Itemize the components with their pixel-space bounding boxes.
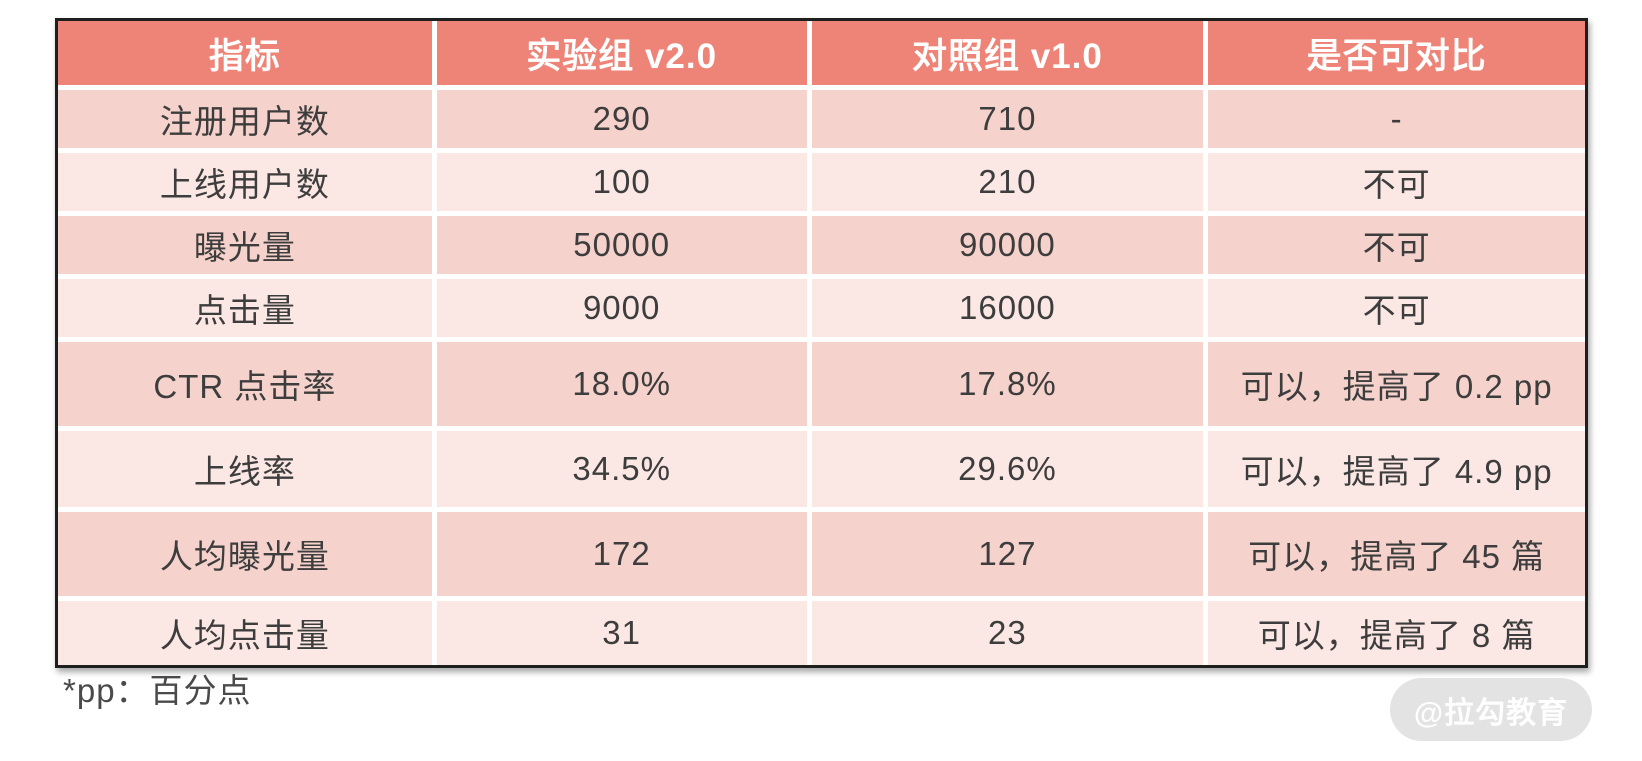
- cell-control: 127: [811, 512, 1204, 596]
- cell-experiment: 9000: [436, 279, 807, 337]
- cell-control: 29.6%: [811, 431, 1204, 507]
- cell-experiment: 172: [436, 512, 807, 596]
- cell-comparable: 不可: [1208, 153, 1585, 211]
- cell-comparable: 不可: [1208, 216, 1585, 274]
- cell-metric: 曝光量: [58, 216, 432, 274]
- column-header-comparable: 是否可对比: [1208, 21, 1585, 85]
- cell-control: 17.8%: [811, 342, 1204, 426]
- pp-footnote: *pp：百分点: [63, 672, 252, 709]
- cell-comparable: 可以，提高了 45 篇: [1208, 512, 1585, 596]
- cell-comparable: 可以，提高了 8 篇: [1208, 601, 1585, 665]
- watermark-label: @拉勾教育: [1413, 696, 1569, 730]
- cell-experiment: 18.0%: [436, 342, 807, 426]
- cell-metric: 注册用户数: [58, 90, 432, 148]
- cell-comparable: 可以，提高了 4.9 pp: [1208, 431, 1585, 507]
- cell-comparable: 可以，提高了 0.2 pp: [1208, 342, 1585, 426]
- cell-experiment: 31: [436, 601, 807, 665]
- cell-comparable: 不可: [1208, 279, 1585, 337]
- cell-experiment: 34.5%: [436, 431, 807, 507]
- column-header-experiment: 实验组 v2.0: [436, 21, 807, 85]
- cell-control: 210: [811, 153, 1204, 211]
- watermark-badge: @拉勾教育: [1390, 678, 1592, 741]
- column-header-control: 对照组 v1.0: [811, 21, 1204, 85]
- cell-metric: 人均点击量: [58, 601, 432, 665]
- cell-metric: 人均曝光量: [58, 512, 432, 596]
- cell-control: 90000: [811, 216, 1204, 274]
- ab-test-comparison-table: 指标 实验组 v2.0 对照组 v1.0 是否可对比 注册用户数 290 710…: [55, 18, 1588, 668]
- cell-comparable: -: [1208, 90, 1585, 148]
- cell-metric: CTR 点击率: [58, 342, 432, 426]
- cell-experiment: 100: [436, 153, 807, 211]
- cell-control: 16000: [811, 279, 1204, 337]
- cell-metric: 点击量: [58, 279, 432, 337]
- cell-control: 23: [811, 601, 1204, 665]
- cell-experiment: 50000: [436, 216, 807, 274]
- column-header-metric: 指标: [58, 21, 432, 85]
- cell-metric: 上线用户数: [58, 153, 432, 211]
- cell-experiment: 290: [436, 90, 807, 148]
- cell-control: 710: [811, 90, 1204, 148]
- cell-metric: 上线率: [58, 431, 432, 507]
